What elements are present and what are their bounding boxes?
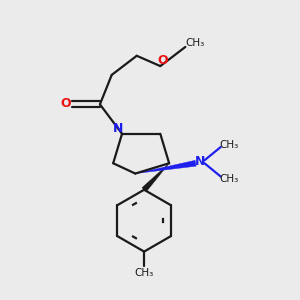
Text: CH₃: CH₃ (134, 268, 154, 278)
Polygon shape (142, 163, 169, 192)
Text: O: O (157, 54, 168, 67)
Text: N: N (112, 122, 123, 135)
Text: CH₃: CH₃ (219, 140, 238, 150)
Text: O: O (60, 97, 71, 110)
Text: CH₃: CH₃ (185, 38, 204, 48)
Text: N: N (195, 155, 205, 168)
Polygon shape (135, 160, 196, 174)
Text: CH₃: CH₃ (219, 174, 238, 184)
